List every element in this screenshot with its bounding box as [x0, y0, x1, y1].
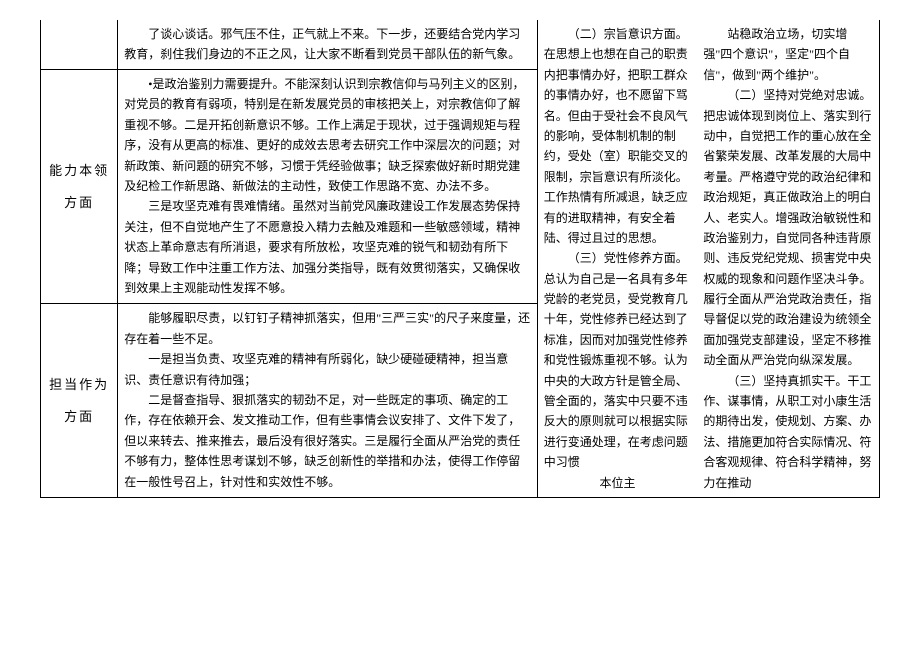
side-content-cell-4: 站稳政治立场，切实增强"四个意识"，坚定"四个自信"，做到"两个维护"。 （二）…	[697, 20, 879, 497]
paragraph: 二是督查指导、狠抓落实的韧劲不足，对一些既定的事项、确定的工作，存在依赖开会、发…	[124, 390, 531, 492]
document-table: 了谈心谈话。邪气压不住，正气就上不来。下一步，还要结合党内学习教育，刹住我们身边…	[40, 20, 880, 498]
paragraph: 站稳政治立场，切实增强"四个意识"，坚定"四个自信"，做到"两个维护"。	[703, 24, 873, 85]
table-row: 了谈心谈话。邪气压不住，正气就上不来。下一步，还要结合党内学习教育，刹住我们身边…	[41, 20, 880, 70]
paragraph: （二）坚持对党绝对忠诚。把忠诚体现到岗位上、落实到行动中，自觉把工作的重心放在全…	[703, 85, 873, 370]
side-content-cell-3: （二）宗旨意识方面。在思想上也想在自己的职责内把事情办好，把职工群众的事情办好，…	[537, 20, 697, 497]
row-label-text: 方面	[47, 406, 111, 428]
row-label-cell: 能力本领 方面	[41, 70, 118, 304]
paragraph: 三是攻坚克难有畏难情绪。虽然对当前党风廉政建设工作发展态势保持关注，但不自觉地产…	[124, 196, 531, 298]
paragraph: 了谈心谈话。邪气压不住，正气就上不来。下一步，还要结合党内学习教育，刹住我们身边…	[124, 24, 531, 65]
row-label-text: 能力本领	[47, 160, 111, 182]
main-content-cell: 了谈心谈话。邪气压不住，正气就上不来。下一步，还要结合党内学习教育，刹住我们身边…	[118, 20, 538, 70]
row-label-text: 担当作为	[47, 374, 111, 396]
paragraph: （三）党性修养方面。总认为自己是一名具有多年党龄的老党员，受党教育几十年，党性修…	[544, 248, 692, 472]
row-label-cell: 担当作为 方面	[41, 304, 118, 498]
paragraph: 能够履职尽责，以钉钉子精神抓落实，但用"三严三实"的尺子来度量，还存在着一些不足…	[124, 308, 531, 349]
paragraph: •是政治鉴别力需要提升。不能深刻认识到宗教信仰与马列主义的区别，对党员的教育有弱…	[124, 74, 531, 196]
paragraph: （三）坚持真抓实干。干工作、谋事情，从职工对小康生活的期待出发，使规划、方案、办…	[703, 371, 873, 493]
row-label-text: 方面	[47, 192, 111, 214]
paragraph: （二）宗旨意识方面。在思想上也想在自己的职责内把事情办好，把职工群众的事情办好，…	[544, 24, 692, 248]
paragraph: 一是担当负责、攻坚克难的精神有所弱化，缺少硬碰硬精神，担当意识、责任意识有待加强…	[124, 349, 531, 390]
main-content-cell: 能够履职尽责，以钉钉子精神抓落实，但用"三严三实"的尺子来度量，还存在着一些不足…	[118, 304, 538, 498]
main-content-cell: •是政治鉴别力需要提升。不能深刻认识到宗教信仰与马列主义的区别，对党员的教育有弱…	[118, 70, 538, 304]
paragraph: 本位主	[544, 473, 692, 493]
row-label-cell	[41, 20, 118, 70]
